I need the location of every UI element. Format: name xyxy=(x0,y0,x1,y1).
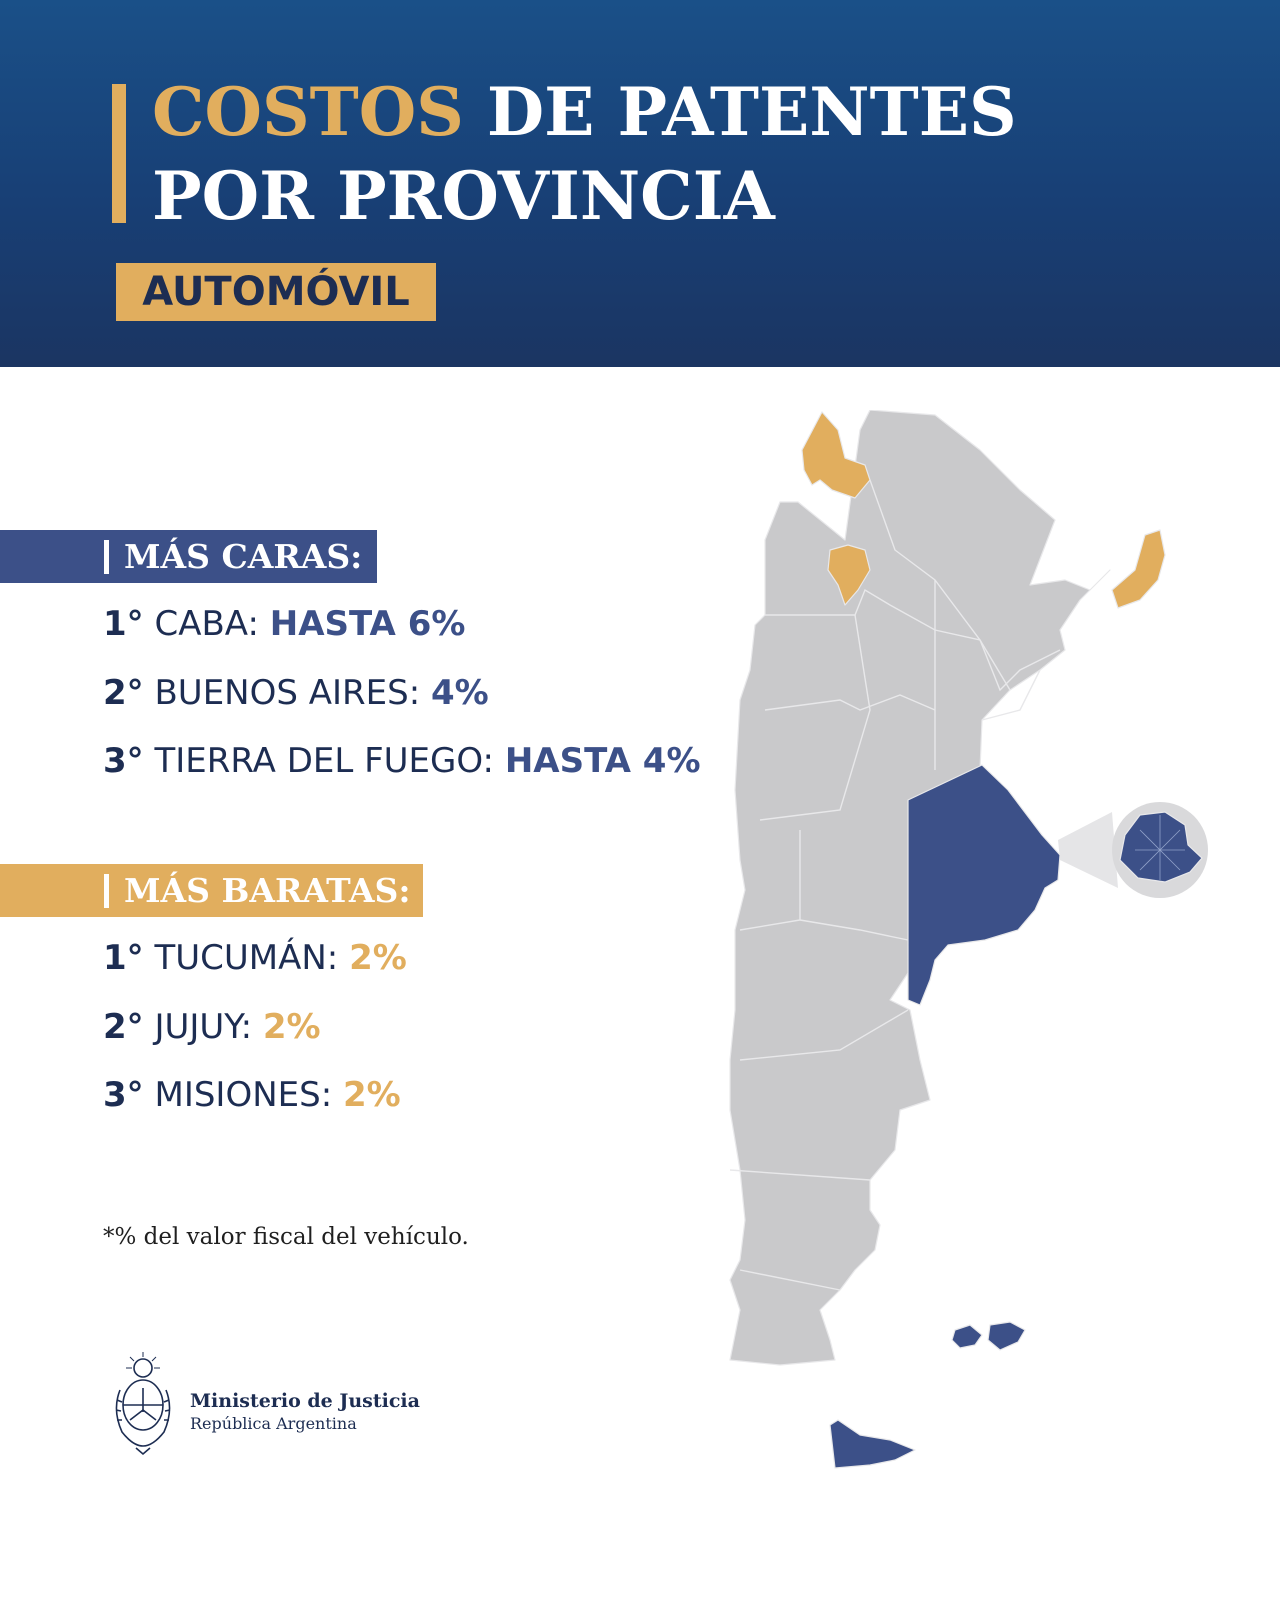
header-banner: COSTOS DE PATENTES POR PROVINCIA AUTOMÓV… xyxy=(0,0,1280,367)
ministry-logo-text: Ministerio de Justicia República Argenti… xyxy=(190,1390,420,1433)
province-name: JUJUY: xyxy=(154,1007,253,1047)
ministry-name: Ministerio de Justicia xyxy=(190,1390,420,1412)
rank: 1° xyxy=(103,604,144,644)
map-province-buenos-aires xyxy=(907,764,1061,1006)
map-province-tierra-del-fuego xyxy=(829,1419,916,1469)
cheapest-label: MÁS BARATAS: xyxy=(124,871,411,910)
caba-comunas-lines xyxy=(1135,815,1185,880)
rank: 3° xyxy=(103,741,144,781)
cheapest-header: MÁS BARATAS: xyxy=(0,864,423,917)
province-name: MISIONES: xyxy=(154,1075,333,1115)
tax-value: 4% xyxy=(431,673,489,713)
map-province-caba xyxy=(1119,811,1203,883)
expensive-row-1: 1° CABA: HASTA 6% xyxy=(103,604,465,644)
title-line1-rest: DE PATENTES xyxy=(463,73,1017,151)
argentina-map xyxy=(729,410,1208,1469)
title-accent-bar xyxy=(112,84,126,223)
page-title: COSTOS DE PATENTES POR PROVINCIA xyxy=(152,70,1017,238)
map-islands-malvinas xyxy=(951,1321,1026,1351)
tax-value: 2% xyxy=(262,1007,321,1047)
cheap-row-2: 2° JUJUY: 2% xyxy=(103,1007,321,1047)
most-expensive-header: MÁS CARAS: xyxy=(0,530,377,583)
section-tick xyxy=(104,874,109,908)
tax-value: 2% xyxy=(349,938,407,978)
rank: 1° xyxy=(103,938,144,978)
province-name: TUCUMÁN: xyxy=(154,938,339,978)
rank: 3° xyxy=(103,1075,144,1115)
rank: 2° xyxy=(103,673,144,713)
province-name: CABA: xyxy=(154,604,259,644)
expensive-row-3: 3° TIERRA DEL FUEGO: HASTA 4% xyxy=(103,741,701,781)
country-name: República Argentina xyxy=(190,1414,357,1433)
most-expensive-label: MÁS CARAS: xyxy=(124,537,363,576)
province-name: TIERRA DEL FUEGO: xyxy=(154,741,495,781)
map-province-jujuy xyxy=(801,411,871,499)
caba-inset-connector xyxy=(1058,812,1118,888)
tax-value: 2% xyxy=(342,1075,401,1115)
expensive-row-2: 2° BUENOS AIRES: 4% xyxy=(103,673,489,713)
province-name: BUENOS AIRES: xyxy=(154,673,421,713)
title-highlight: COSTOS xyxy=(152,73,464,151)
footnote: *% del valor fiscal del vehículo. xyxy=(103,1224,469,1250)
map-province-misiones xyxy=(1111,529,1166,609)
tax-value: HASTA 4% xyxy=(504,741,701,781)
rank: 2° xyxy=(103,1007,144,1047)
vehicle-type-badge: AUTOMÓVIL xyxy=(116,263,436,321)
coat-of-arms-icon xyxy=(115,1352,171,1456)
cheap-row-3: 3° MISIONES: 2% xyxy=(103,1075,401,1115)
cheap-row-1: 1° TUCUMÁN: 2% xyxy=(103,938,407,978)
map-mainland xyxy=(729,410,1111,1366)
tax-value: HASTA 6% xyxy=(269,604,466,644)
section-tick xyxy=(104,540,109,574)
map-province-tucuman xyxy=(827,544,871,606)
title-line2: POR PROVINCIA xyxy=(152,157,775,235)
